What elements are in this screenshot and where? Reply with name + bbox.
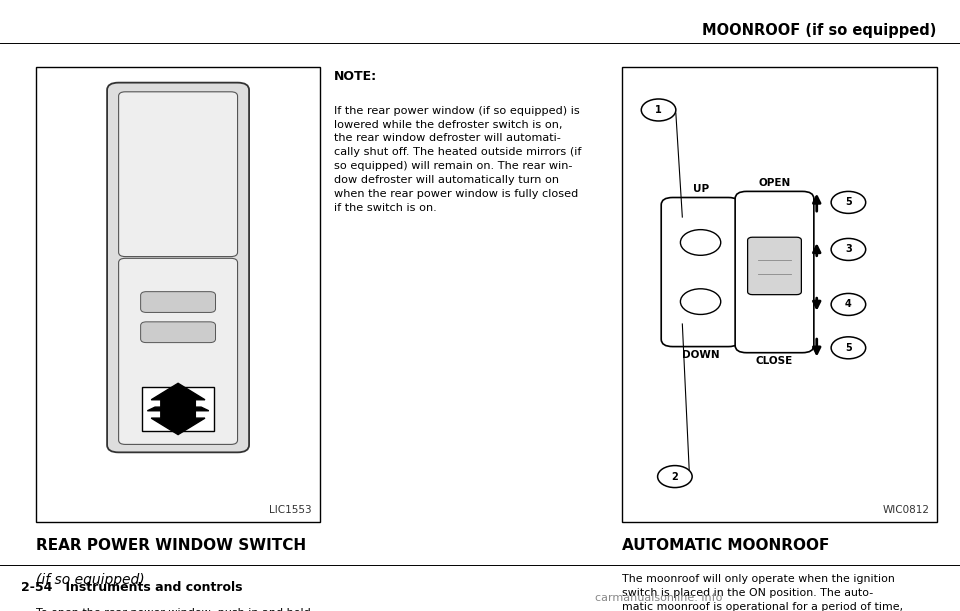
Text: 4: 4 bbox=[845, 299, 852, 309]
Text: DOWN: DOWN bbox=[682, 350, 719, 360]
FancyBboxPatch shape bbox=[119, 258, 237, 444]
FancyBboxPatch shape bbox=[735, 191, 814, 353]
Text: 5: 5 bbox=[845, 197, 852, 207]
Circle shape bbox=[831, 293, 866, 315]
Circle shape bbox=[831, 238, 866, 260]
Text: 3: 3 bbox=[845, 244, 852, 254]
FancyBboxPatch shape bbox=[140, 291, 215, 312]
Text: 2: 2 bbox=[671, 472, 679, 481]
Text: 1: 1 bbox=[655, 105, 662, 115]
Text: LIC1553: LIC1553 bbox=[270, 505, 312, 515]
Text: (if so equipped): (if so equipped) bbox=[36, 573, 145, 587]
FancyBboxPatch shape bbox=[748, 237, 802, 295]
Bar bbox=[142, 387, 214, 431]
Text: OPEN: OPEN bbox=[758, 178, 791, 188]
FancyBboxPatch shape bbox=[119, 92, 237, 257]
Circle shape bbox=[681, 289, 721, 315]
Bar bbox=[36, 67, 320, 522]
Text: If the rear power window (if so equipped) is
lowered while the defroster switch : If the rear power window (if so equipped… bbox=[334, 106, 582, 213]
Text: 5: 5 bbox=[845, 343, 852, 353]
Circle shape bbox=[681, 230, 721, 255]
Text: AUTOMATIC MOONROOF: AUTOMATIC MOONROOF bbox=[622, 538, 829, 553]
Text: MOONROOF (if so equipped): MOONROOF (if so equipped) bbox=[702, 23, 936, 38]
Circle shape bbox=[831, 337, 866, 359]
Text: CLOSE: CLOSE bbox=[756, 356, 793, 367]
Text: UP: UP bbox=[692, 184, 708, 194]
Polygon shape bbox=[147, 407, 209, 411]
Text: To open the rear power window, push in and hold
the switch.: To open the rear power window, push in a… bbox=[36, 608, 311, 611]
Text: The moonroof will only operate when the ignition
switch is placed in the ON posi: The moonroof will only operate when the … bbox=[622, 574, 903, 611]
Text: carmanualsonline. info: carmanualsonline. info bbox=[595, 593, 723, 602]
Polygon shape bbox=[151, 411, 205, 434]
Polygon shape bbox=[151, 383, 205, 407]
FancyBboxPatch shape bbox=[140, 322, 215, 343]
Text: WIC0812: WIC0812 bbox=[882, 505, 929, 515]
Text: REAR POWER WINDOW SWITCH: REAR POWER WINDOW SWITCH bbox=[36, 538, 306, 553]
FancyBboxPatch shape bbox=[661, 197, 740, 346]
Text: NOTE:: NOTE: bbox=[334, 70, 377, 83]
Circle shape bbox=[641, 99, 676, 121]
Bar bbox=[622, 67, 937, 522]
Circle shape bbox=[658, 466, 692, 488]
Circle shape bbox=[831, 191, 866, 213]
FancyBboxPatch shape bbox=[108, 82, 249, 452]
Text: 2-54   Instruments and controls: 2-54 Instruments and controls bbox=[21, 581, 243, 595]
